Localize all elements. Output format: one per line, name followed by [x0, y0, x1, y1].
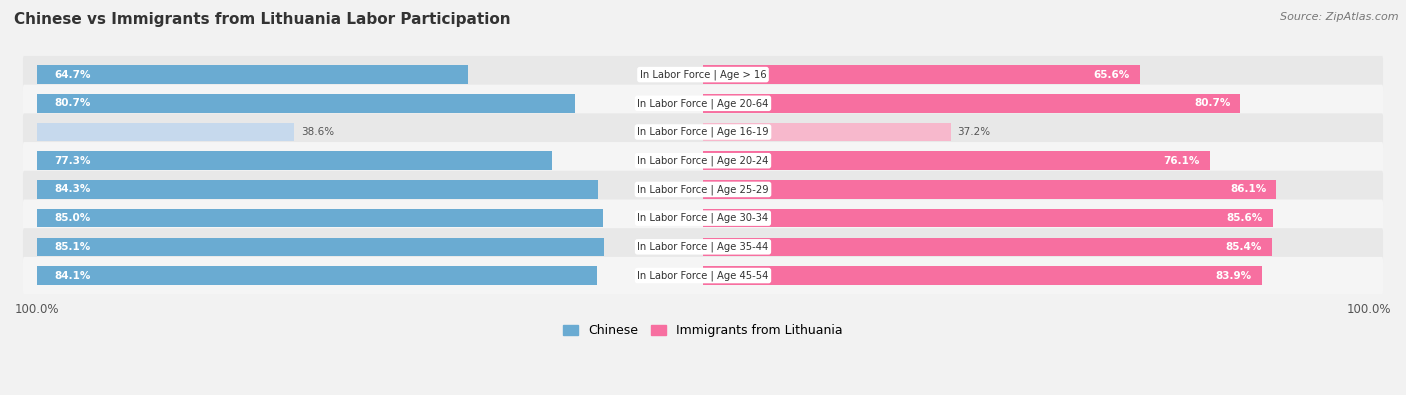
Text: 80.7%: 80.7% — [53, 98, 90, 108]
Text: In Labor Force | Age 30-34: In Labor Force | Age 30-34 — [637, 213, 769, 224]
FancyBboxPatch shape — [22, 171, 1384, 208]
Text: In Labor Force | Age 20-24: In Labor Force | Age 20-24 — [637, 156, 769, 166]
Bar — [703, 237, 1271, 256]
Text: 85.6%: 85.6% — [1226, 213, 1263, 223]
Bar — [37, 209, 603, 228]
Text: In Labor Force | Age 35-44: In Labor Force | Age 35-44 — [637, 242, 769, 252]
Bar — [37, 65, 468, 84]
FancyBboxPatch shape — [22, 257, 1384, 294]
Text: 85.1%: 85.1% — [53, 242, 90, 252]
Text: 38.6%: 38.6% — [301, 127, 335, 137]
Text: In Labor Force | Age > 16: In Labor Force | Age > 16 — [640, 70, 766, 80]
Text: 65.6%: 65.6% — [1094, 70, 1130, 80]
FancyBboxPatch shape — [22, 142, 1384, 179]
Text: In Labor Force | Age 20-64: In Labor Force | Age 20-64 — [637, 98, 769, 109]
Bar — [37, 151, 553, 170]
Bar — [37, 123, 294, 141]
Bar — [37, 94, 575, 113]
Text: Source: ZipAtlas.com: Source: ZipAtlas.com — [1281, 12, 1399, 22]
Text: Chinese vs Immigrants from Lithuania Labor Participation: Chinese vs Immigrants from Lithuania Lab… — [14, 12, 510, 27]
Text: 83.9%: 83.9% — [1215, 271, 1251, 280]
FancyBboxPatch shape — [22, 228, 1384, 265]
Text: 85.0%: 85.0% — [53, 213, 90, 223]
Text: In Labor Force | Age 45-54: In Labor Force | Age 45-54 — [637, 270, 769, 281]
Bar — [703, 180, 1277, 199]
Legend: Chinese, Immigrants from Lithuania: Chinese, Immigrants from Lithuania — [558, 320, 848, 342]
Bar — [703, 209, 1272, 228]
Text: 86.1%: 86.1% — [1230, 184, 1267, 194]
Bar — [703, 65, 1140, 84]
Bar — [37, 237, 603, 256]
FancyBboxPatch shape — [22, 85, 1384, 122]
Text: 84.1%: 84.1% — [53, 271, 90, 280]
Text: 37.2%: 37.2% — [957, 127, 990, 137]
Bar — [703, 266, 1261, 285]
Text: 64.7%: 64.7% — [53, 70, 90, 80]
Bar — [37, 180, 599, 199]
FancyBboxPatch shape — [22, 199, 1384, 237]
FancyBboxPatch shape — [22, 56, 1384, 93]
Bar — [703, 94, 1240, 113]
Text: 76.1%: 76.1% — [1163, 156, 1199, 166]
FancyBboxPatch shape — [22, 113, 1384, 150]
Bar — [703, 151, 1209, 170]
Text: In Labor Force | Age 16-19: In Labor Force | Age 16-19 — [637, 127, 769, 137]
Text: 84.3%: 84.3% — [53, 184, 90, 194]
Bar — [703, 123, 950, 141]
Text: 80.7%: 80.7% — [1194, 98, 1230, 108]
Text: 85.4%: 85.4% — [1225, 242, 1261, 252]
Text: 77.3%: 77.3% — [53, 156, 90, 166]
Bar — [37, 266, 598, 285]
Text: In Labor Force | Age 25-29: In Labor Force | Age 25-29 — [637, 184, 769, 195]
